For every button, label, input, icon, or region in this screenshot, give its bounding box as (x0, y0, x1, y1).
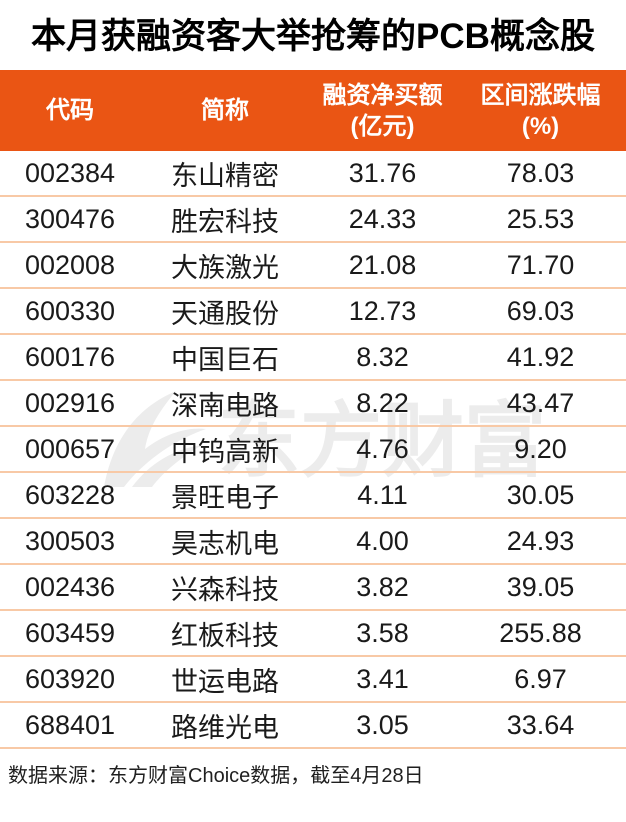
cell-name: 天通股份 (140, 288, 310, 335)
table-header-row: 代码 简称 融资净买额 (亿元) 区间涨跌幅 (%) (0, 70, 626, 151)
table-row: 300476 胜宏科技 24.33 25.53 (0, 196, 626, 243)
cell-change: 24.93 (455, 518, 626, 565)
table-row: 603920 世运电路 3.41 6.97 (0, 656, 626, 703)
cell-name: 中国巨石 (140, 334, 310, 381)
cell-name: 中钨高新 (140, 426, 310, 473)
cell-code: 688401 (0, 702, 140, 749)
cell-net-buy: 3.41 (310, 656, 455, 703)
cell-code: 600176 (0, 334, 140, 381)
cell-name: 红板科技 (140, 610, 310, 657)
cell-net-buy: 8.32 (310, 334, 455, 381)
cell-code: 002436 (0, 564, 140, 611)
cell-code: 300476 (0, 196, 140, 243)
cell-name: 景旺电子 (140, 472, 310, 519)
table-row: 603459 红板科技 3.58 255.88 (0, 610, 626, 657)
cell-net-buy: 4.00 (310, 518, 455, 565)
cell-net-buy: 3.58 (310, 610, 455, 657)
table-row: 002008 大族激光 21.08 71.70 (0, 242, 626, 289)
cell-net-buy: 4.76 (310, 426, 455, 473)
header-cell-code: 代码 (0, 70, 140, 151)
table-row: 000657 中钨高新 4.76 9.20 (0, 426, 626, 473)
cell-net-buy: 3.05 (310, 702, 455, 749)
cell-code: 603459 (0, 610, 140, 657)
table-row: 688401 路维光电 3.05 33.64 (0, 702, 626, 749)
cell-change: 71.70 (455, 242, 626, 289)
table-row: 600330 天通股份 12.73 69.03 (0, 288, 626, 335)
cell-net-buy: 3.82 (310, 564, 455, 611)
header-cell-change: 区间涨跌幅 (%) (455, 70, 626, 151)
cell-code: 603920 (0, 656, 140, 703)
header-cell-net-buy: 融资净买额 (亿元) (310, 70, 455, 151)
cell-change: 78.03 (455, 151, 626, 197)
cell-change: 39.05 (455, 564, 626, 611)
cell-net-buy: 12.73 (310, 288, 455, 335)
stocks-table: 代码 简称 融资净买额 (亿元) 区间涨跌幅 (%) 002384 东山精密 3… (0, 70, 626, 749)
cell-change: 9.20 (455, 426, 626, 473)
cell-change: 43.47 (455, 380, 626, 427)
cell-name: 胜宏科技 (140, 196, 310, 243)
cell-code: 002916 (0, 380, 140, 427)
cell-change: 6.97 (455, 656, 626, 703)
cell-net-buy: 24.33 (310, 196, 455, 243)
cell-net-buy: 31.76 (310, 151, 455, 197)
cell-code: 000657 (0, 426, 140, 473)
page-title: 本月获融资客大举抢筹的PCB概念股 (31, 17, 595, 56)
table-row: 002916 深南电路 8.22 43.47 (0, 380, 626, 427)
cell-name: 兴森科技 (140, 564, 310, 611)
cell-net-buy: 21.08 (310, 242, 455, 289)
cell-net-buy: 8.22 (310, 380, 455, 427)
cell-code: 300503 (0, 518, 140, 565)
cell-code: 002384 (0, 151, 140, 197)
cell-name: 深南电路 (140, 380, 310, 427)
cell-change: 255.88 (455, 610, 626, 657)
cell-change: 41.92 (455, 334, 626, 381)
cell-code: 600330 (0, 288, 140, 335)
table-row: 002384 东山精密 31.76 78.03 (0, 151, 626, 197)
header-cell-name: 简称 (140, 70, 310, 151)
cell-code: 603228 (0, 472, 140, 519)
cell-change: 69.03 (455, 288, 626, 335)
cell-name: 路维光电 (140, 702, 310, 749)
table-row: 002436 兴森科技 3.82 39.05 (0, 564, 626, 611)
footer-note: 数据来源：东方财富Choice数据，截至4月28日 (8, 765, 424, 787)
table-row: 600176 中国巨石 8.32 41.92 (0, 334, 626, 381)
cell-name: 昊志机电 (140, 518, 310, 565)
cell-net-buy: 4.11 (310, 472, 455, 519)
cell-name: 大族激光 (140, 242, 310, 289)
cell-change: 25.53 (455, 196, 626, 243)
cell-change: 33.64 (455, 702, 626, 749)
cell-name: 东山精密 (140, 151, 310, 197)
cell-name: 世运电路 (140, 656, 310, 703)
cell-code: 002008 (0, 242, 140, 289)
table-row: 603228 景旺电子 4.11 30.05 (0, 472, 626, 519)
cell-change: 30.05 (455, 472, 626, 519)
table-row: 300503 昊志机电 4.00 24.93 (0, 518, 626, 565)
